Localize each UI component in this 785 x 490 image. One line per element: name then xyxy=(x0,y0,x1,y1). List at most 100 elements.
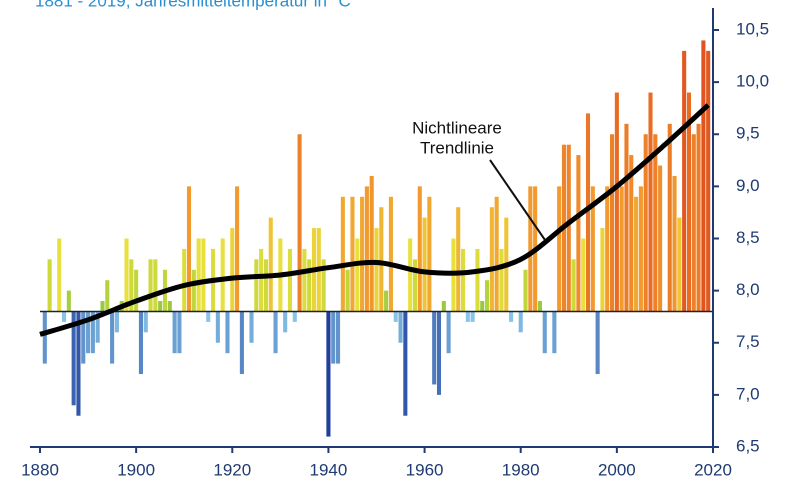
y-tick-label: 7,0 xyxy=(736,384,760,403)
chart-title: 1881 - 2019, Jahresmitteltemperatur in °… xyxy=(35,0,351,10)
bar xyxy=(648,92,653,312)
bar xyxy=(76,311,81,416)
bar xyxy=(422,217,427,312)
bar xyxy=(158,301,163,312)
x-tick-label: 1880 xyxy=(21,460,59,479)
bar xyxy=(398,311,403,343)
bar xyxy=(456,207,461,312)
y-tick-label: 10,0 xyxy=(736,72,769,91)
bar xyxy=(254,259,259,312)
bar xyxy=(374,228,379,312)
bar xyxy=(263,259,268,312)
y-tick-label: 6,5 xyxy=(736,436,760,455)
bar xyxy=(691,134,696,312)
bar xyxy=(66,290,71,312)
bar xyxy=(297,134,302,312)
bar xyxy=(436,311,442,395)
bar xyxy=(114,311,119,333)
bar xyxy=(552,311,557,354)
bar xyxy=(643,134,648,312)
bar xyxy=(369,175,374,312)
bar xyxy=(509,311,514,322)
bar xyxy=(638,186,643,312)
bar xyxy=(441,301,446,312)
bar xyxy=(408,238,413,312)
bar xyxy=(379,207,384,312)
bar xyxy=(239,311,244,375)
bar xyxy=(61,311,67,322)
bar xyxy=(610,134,615,312)
bar xyxy=(581,238,586,312)
trend-line xyxy=(39,103,710,337)
bar xyxy=(42,311,47,364)
bar xyxy=(148,259,153,312)
bar xyxy=(619,186,624,312)
bar xyxy=(90,311,95,354)
bar xyxy=(350,196,355,312)
bar xyxy=(307,259,312,312)
bar xyxy=(634,196,639,312)
bar xyxy=(177,311,182,354)
bar xyxy=(283,311,288,333)
bar xyxy=(518,311,523,333)
bar xyxy=(494,196,499,312)
bar xyxy=(590,186,595,312)
bar xyxy=(110,311,115,364)
bar xyxy=(95,311,100,343)
y-tick-label: 7,5 xyxy=(736,332,760,351)
bar xyxy=(480,301,485,312)
bar xyxy=(100,301,105,312)
bar xyxy=(417,186,422,312)
bar xyxy=(259,248,264,312)
bar xyxy=(273,311,278,354)
bar xyxy=(105,280,110,312)
bar xyxy=(331,311,336,364)
bar xyxy=(465,311,470,322)
bar xyxy=(364,186,369,312)
bar xyxy=(667,123,672,312)
bar xyxy=(81,311,86,364)
bar xyxy=(566,144,571,312)
x-tick-label: 1940 xyxy=(310,460,348,479)
bar xyxy=(220,238,225,312)
bar xyxy=(470,311,475,322)
bar xyxy=(576,155,581,312)
bar xyxy=(629,155,634,312)
bar xyxy=(388,196,393,312)
bar xyxy=(360,196,365,312)
bar xyxy=(446,311,451,354)
bar xyxy=(682,50,687,312)
bar xyxy=(196,238,201,312)
bar xyxy=(624,123,629,312)
x-tick-label: 1960 xyxy=(406,460,444,479)
annotation: Nichtlineare xyxy=(412,118,502,137)
bar xyxy=(153,259,158,312)
bar xyxy=(345,269,350,312)
y-tick-label: 8,0 xyxy=(736,280,760,299)
bar xyxy=(460,248,466,312)
bar xyxy=(321,259,326,312)
bar xyxy=(523,269,528,312)
bar xyxy=(528,186,533,312)
bar xyxy=(605,186,610,312)
bar xyxy=(129,259,134,312)
bar xyxy=(182,248,187,312)
bar xyxy=(292,311,297,322)
annotation-pointer xyxy=(489,159,546,241)
x-tick-label: 2020 xyxy=(694,460,732,479)
bar xyxy=(235,186,240,312)
bar xyxy=(206,311,211,322)
bar xyxy=(191,269,196,312)
bar xyxy=(432,311,437,385)
bar xyxy=(403,311,408,416)
bar xyxy=(230,228,235,312)
y-tick-label: 9,0 xyxy=(736,176,760,195)
bar xyxy=(658,165,663,312)
bar xyxy=(427,196,432,312)
bar xyxy=(557,186,562,312)
bar xyxy=(537,301,542,312)
bar xyxy=(326,311,331,437)
bar xyxy=(124,238,129,312)
x-tick-label: 2000 xyxy=(598,460,636,479)
